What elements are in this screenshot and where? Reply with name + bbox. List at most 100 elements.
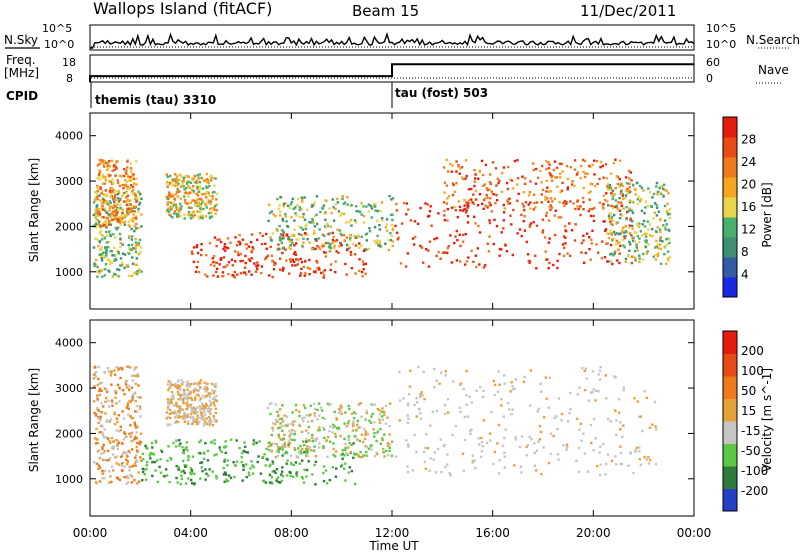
velocity-cell-692 [189, 467, 193, 470]
power-cell-1072 [326, 222, 329, 225]
velocity-cell-309 [214, 382, 218, 386]
velocity-cell-472 [182, 414, 186, 417]
power-cell-208 [139, 193, 142, 196]
power-cell-1223 [298, 225, 301, 228]
power-cell-610 [201, 201, 204, 204]
power-cell-1572 [502, 166, 506, 169]
velocity-cell-1357 [529, 404, 532, 407]
power-cell-1698 [516, 177, 520, 180]
velocity-cell-157 [133, 478, 136, 482]
velocity-cell-497 [195, 420, 198, 423]
power-cell-548 [166, 185, 169, 188]
velocity-cell-1069 [325, 439, 328, 442]
power-cell-1954 [635, 181, 639, 185]
velocity-cell-446 [182, 380, 185, 384]
power-cell-1033 [227, 272, 230, 276]
velocity-cell-733 [295, 474, 299, 478]
power-cell-511 [114, 209, 118, 212]
velocity-cell-74 [121, 410, 124, 413]
power-cell-1474 [614, 250, 617, 253]
velocity-cell-870 [200, 461, 204, 464]
power-cell-1477 [502, 211, 506, 214]
velocity-cell-901 [332, 453, 335, 457]
power-cell-198 [128, 247, 131, 250]
power-cell-1369 [582, 234, 585, 237]
velocity-cell-1086 [364, 430, 368, 433]
power-cell-944 [263, 258, 267, 261]
power-cell-1942 [607, 214, 611, 218]
power-cell-1753 [628, 182, 631, 185]
power-cell-1059 [388, 194, 391, 198]
power-cell-647 [204, 203, 208, 207]
velocity-cell-658 [205, 472, 208, 475]
velocity-cell-755 [154, 469, 157, 472]
power-cell-1993 [611, 206, 615, 209]
power-cell-1007 [277, 243, 280, 246]
power-cell-1938 [625, 189, 628, 192]
velocity-cell-1437 [444, 412, 447, 415]
power-cell-731 [192, 210, 195, 213]
power-cell-1097 [326, 224, 329, 228]
velocity-cell-34 [134, 374, 138, 378]
power-cell-1154 [355, 235, 358, 238]
velocity-cell-1267 [418, 395, 422, 399]
velocity-cell-1232 [422, 370, 425, 373]
velocity-cell-765 [268, 481, 272, 484]
velocity-cell-1360 [635, 446, 639, 450]
power-cell-1226 [351, 242, 355, 246]
velocity-cell-143 [114, 422, 117, 426]
velocity-cell-747 [175, 476, 178, 480]
power-cell-749 [201, 187, 205, 190]
power-cell-67 [108, 200, 111, 203]
power-cell-327 [113, 195, 116, 199]
velocity-cell-1399 [622, 424, 625, 427]
power-cell-1195 [373, 240, 376, 243]
velocity-cell-950 [294, 430, 297, 433]
power-cell-1133 [339, 241, 342, 245]
power-cell-984 [265, 256, 268, 259]
power-cell-1016 [250, 249, 254, 252]
velocity-cell-659 [204, 478, 207, 481]
power-cell-854 [364, 272, 367, 275]
power-cell-988 [233, 276, 237, 279]
power-cell-446 [98, 158, 101, 162]
power-cell-995 [304, 260, 307, 263]
power-cell-907 [265, 247, 268, 250]
velocity-colorbar-tick-4: -15 [741, 424, 761, 438]
power-ytick-label-3000: 3000 [55, 175, 83, 188]
velocity-cell-1378 [406, 403, 410, 407]
velocity-cell-54 [137, 471, 140, 474]
power-cell-1101 [312, 204, 315, 207]
velocity-cell-1220 [489, 439, 492, 442]
velocity-cell-211 [130, 431, 134, 435]
power-colorbar-tick-0: 28 [741, 133, 756, 147]
velocity-cell-161 [109, 418, 113, 421]
power-cell-1667 [455, 160, 458, 163]
power-cell-966 [353, 253, 357, 256]
velocity-cell-259 [100, 411, 103, 414]
power-cell-1935 [609, 217, 612, 221]
power-cell-835 [221, 271, 225, 274]
power-cell-1831 [630, 209, 633, 212]
power-cell-286 [98, 162, 101, 166]
power-cell-1100 [290, 216, 293, 219]
velocity-cell-759 [182, 449, 186, 452]
velocity-colorbar-tick-7: -200 [741, 484, 768, 498]
power-cell-85 [96, 238, 99, 241]
velocity-cell-887 [151, 446, 154, 449]
velocity-cell-102 [127, 450, 130, 453]
velocity-cell-1319 [653, 400, 657, 404]
velocity-cell-567 [198, 420, 201, 424]
power-cell-1238 [391, 213, 394, 216]
velocity-cell-117 [133, 463, 136, 466]
velocity-cell-501 [210, 420, 213, 424]
power-cell-750 [215, 192, 218, 195]
power-cell-213 [119, 206, 122, 210]
power-cell-197 [94, 216, 97, 219]
velocity-cell-32 [103, 450, 106, 453]
velocity-cell-840 [281, 438, 284, 441]
velocity-cell-1017 [356, 419, 359, 423]
power-cell-658 [190, 206, 193, 210]
power-cell-1851 [632, 236, 635, 239]
power-cell-802 [224, 249, 227, 252]
